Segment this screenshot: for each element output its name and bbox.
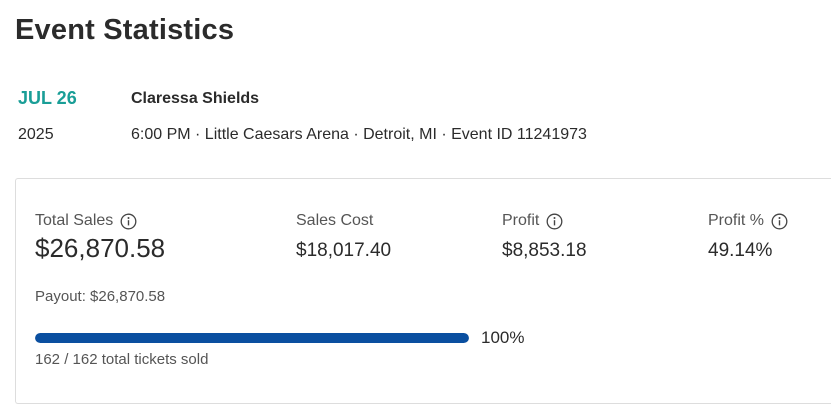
tickets-sold-progress-fill <box>35 333 469 343</box>
tickets-sold-summary: 162 / 162 total tickets sold <box>35 351 209 368</box>
stats-card: Total Sales $26,870.58 Sales Cost $18,01… <box>15 178 831 404</box>
stat-total-sales-value: $26,870.58 <box>35 233 166 263</box>
stat-profit-label: Profit <box>502 212 540 229</box>
event-header: JUL 26 2025 Claressa Shields 6:00 PM · L… <box>18 86 818 150</box>
stat-total-sales: Total Sales $26,870.58 <box>35 212 165 264</box>
stat-profit-percent: Profit % 49.14% <box>708 212 788 262</box>
stat-profit-label-row: Profit <box>502 212 587 230</box>
profit-percent-info-icon[interactable] <box>771 213 788 230</box>
stat-sales-cost-value: $18,017.40 <box>296 240 392 261</box>
tickets-sold-progress-bar <box>35 333 469 343</box>
payout-text: Payout: $26,870.58 <box>35 288 166 305</box>
profit-info-icon[interactable] <box>546 213 563 230</box>
stat-sales-cost-label: Sales Cost <box>296 212 374 229</box>
event-details: 6:00 PM · Little Caesars Arena · Detroit… <box>131 126 587 143</box>
stat-total-sales-label-row: Total Sales <box>35 212 165 230</box>
stat-profit: Profit $8,853.18 <box>502 212 587 262</box>
stat-profit-percent-value: 49.14% <box>708 240 773 261</box>
stat-total-sales-label: Total Sales <box>35 212 114 229</box>
page-title: Event Statistics <box>15 14 235 46</box>
stat-sales-cost: Sales Cost $18,017.40 <box>296 212 391 262</box>
stat-sales-cost-label-row: Sales Cost <box>296 212 391 230</box>
tickets-sold-percent: 100% <box>481 328 525 347</box>
stat-profit-value: $8,853.18 <box>502 240 587 261</box>
event-date-month-day: JUL 26 <box>18 88 77 108</box>
stat-profit-percent-label-row: Profit % <box>708 212 788 230</box>
event-name: Claressa Shields <box>131 90 260 107</box>
event-date-year: 2025 <box>18 126 54 143</box>
total-sales-info-icon[interactable] <box>120 213 137 230</box>
stat-profit-percent-label: Profit % <box>708 212 765 229</box>
